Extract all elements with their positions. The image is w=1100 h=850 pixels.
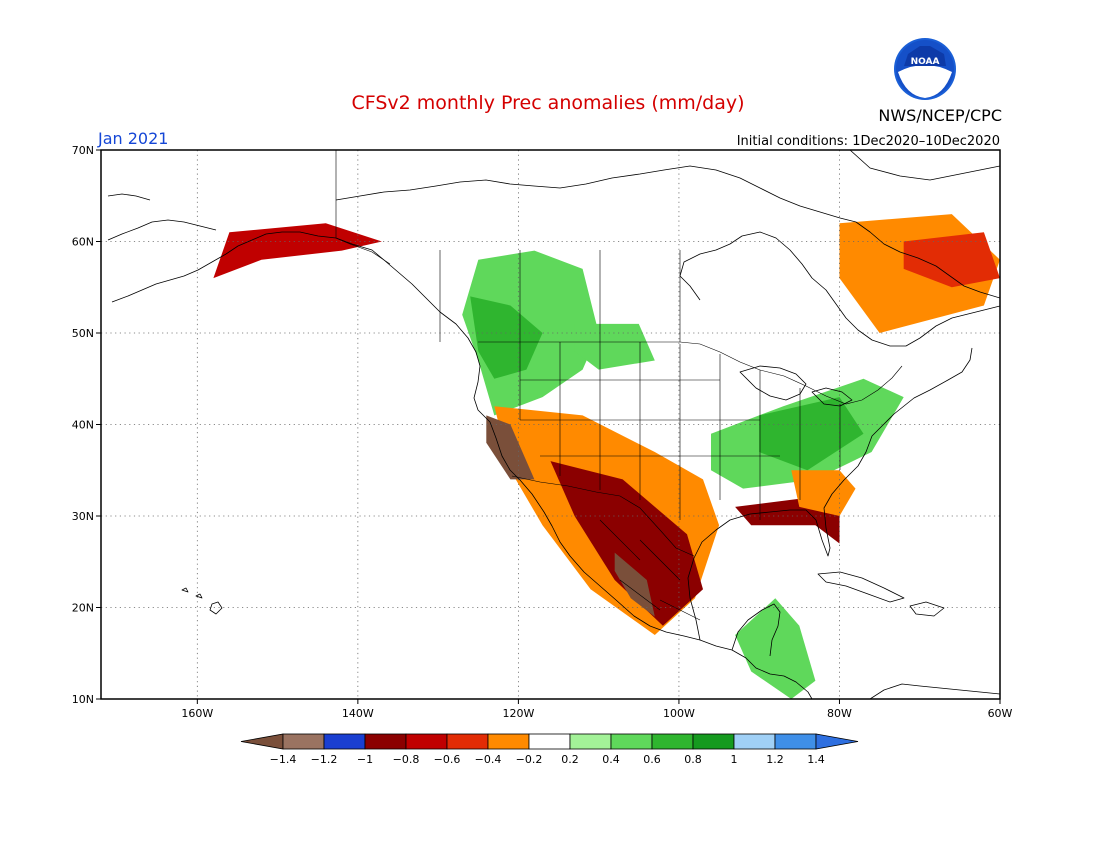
agency-label: NWS/NCEP/CPC [878, 106, 1002, 125]
yucatan-coast [731, 603, 781, 657]
hispaniola-coast [909, 601, 945, 617]
colorbar-swatch [651, 733, 694, 750]
anomaly-region-canadian-prairie-wet [574, 323, 655, 370]
south-america-coast [869, 683, 1000, 699]
anomaly-region-california-coast-very-dry [486, 415, 535, 480]
logo-lettering: NOAA [911, 57, 940, 67]
colorbar-tick-label: −0.8 [393, 753, 420, 766]
colorbar-tick-label: 0.4 [602, 753, 620, 766]
colorbar-swatch [323, 733, 366, 750]
colorbar-swatch [610, 733, 653, 750]
noaa-logo: NOAA [894, 38, 956, 100]
us-canada-border [478, 341, 903, 405]
colorbar-swatch [487, 733, 530, 750]
anomaly-region-southeast-dry [791, 470, 856, 516]
alaska-canada-border [335, 150, 391, 265]
colorbar-tick-label: 1 [731, 753, 738, 766]
colorbar-swatch [528, 733, 571, 750]
map-title: CFSv2 monthly Prec anomalies (mm/day) [351, 92, 744, 114]
initial-conditions-label: Initial conditions: 1Dec2020–10Dec2020 [737, 134, 1000, 149]
gulf-coast [687, 347, 973, 641]
longitude-tick-label: 140W [342, 707, 374, 720]
longitude-labels: 160W 140W 120W 100W 80W 60W [181, 699, 1013, 720]
colorbar-tick-label: 1.2 [766, 753, 784, 766]
colorbar-swatch [692, 733, 735, 750]
alaska-coast [107, 193, 337, 303]
cuba-coast [817, 571, 905, 603]
longitude-tick-label: 160W [181, 707, 213, 720]
latitude-tick-label: 30N [72, 510, 94, 523]
map-panel: 10N 20N 30N 40N 50N 60N 70N 160W 140W 120W 100W 80… [72, 144, 1013, 720]
anomaly-region-appalachian-wet [759, 397, 864, 471]
hudson-bay-coast [679, 231, 1000, 347]
longitude-tick-label: 100W [663, 707, 695, 720]
longitude-tick-label: 80W [827, 707, 852, 720]
colorbar-swatch [569, 733, 612, 750]
canada-province-lines [439, 250, 681, 342]
colorbar-tick-label: −0.2 [516, 753, 543, 766]
anomaly-region-central-america-wet [735, 598, 816, 699]
arctic-coast [335, 165, 857, 223]
colorbar-tick-label: −0.4 [475, 753, 502, 766]
hawaii-islands [181, 587, 223, 615]
anomaly-region-british-columbia-wet [470, 296, 543, 379]
latitude-labels: 10N 20N 30N 40N 50N 60N 70N [72, 144, 101, 706]
colorbar-tick-label: 0.2 [561, 753, 579, 766]
colorbar-arrow-low [240, 733, 284, 750]
latitude-tick-label: 10N [72, 693, 94, 706]
labrador-coast [855, 221, 1000, 299]
colorbar-swatch [774, 733, 817, 750]
longitude-tick-label: 120W [502, 707, 534, 720]
colorbar-swatch [405, 733, 448, 750]
colorbar-tick-label: −1.4 [270, 753, 297, 766]
colorbar-tick-label: 0.8 [684, 753, 702, 766]
colorbar-tick-label: 0.6 [643, 753, 661, 766]
latitude-tick-label: 50N [72, 327, 94, 340]
colorbar-tick-label: 1.4 [807, 753, 825, 766]
us-state-lines [519, 342, 841, 520]
anomaly-field [213, 214, 1000, 699]
colorbar-swatch [282, 733, 325, 750]
anomaly-region-mexico-dry-core [550, 461, 703, 626]
latitude-tick-label: 60N [72, 236, 94, 249]
coastlines [107, 150, 1000, 699]
colorbar-swatch [364, 733, 407, 750]
political-borders [335, 150, 903, 621]
colorbar-swatch [446, 733, 489, 750]
forecast-period: Jan 2021 [97, 129, 168, 148]
anomaly-region-sierra-madre-very-dry [614, 552, 655, 617]
colorbar-tick-label: −0.6 [434, 753, 461, 766]
us-mexico-border [511, 475, 695, 557]
greenland-coast [849, 150, 1000, 181]
great-lakes [739, 365, 853, 407]
colorbar-tick-label: −1.2 [311, 753, 338, 766]
anomaly-region-labrador-sea-dry-core [903, 232, 1000, 288]
mexico-state-lines [599, 519, 701, 621]
colorbar-tick-label: −1 [357, 753, 373, 766]
colorbar-swatch [733, 733, 776, 750]
colorbar: −1.4 −1.2 −1 −0.8 −0.6 −0.4 −0.2 0.2 0.4 0.6 0.8 1 1… [240, 733, 859, 766]
latitude-tick-label: 20N [72, 602, 94, 615]
latitude-tick-label: 40N [72, 419, 94, 432]
latitude-tick-label: 70N [72, 144, 94, 157]
longitude-tick-label: 60W [988, 707, 1013, 720]
anomaly-region-southern-alaska-dry [213, 223, 382, 279]
colorbar-arrow-high [815, 733, 859, 750]
north-america-coastline [335, 237, 813, 699]
